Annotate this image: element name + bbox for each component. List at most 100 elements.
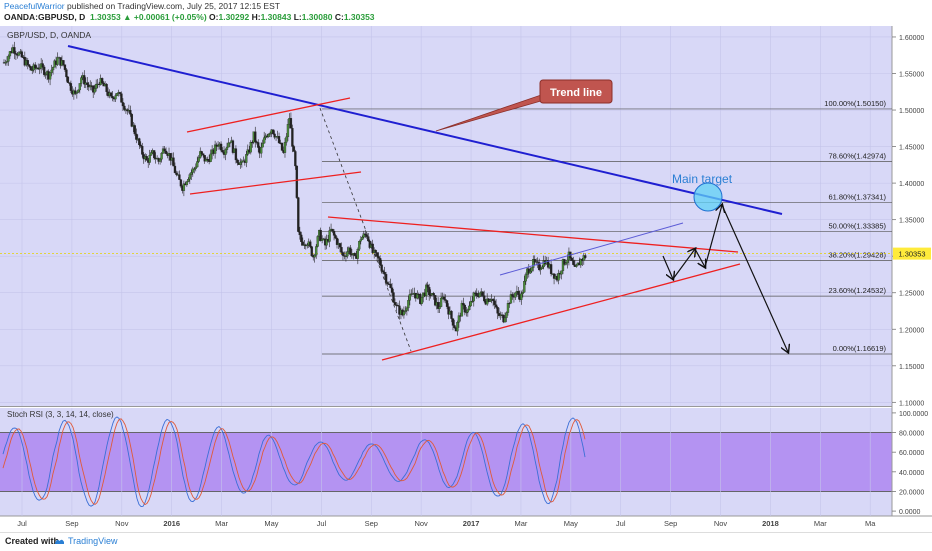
candle-body [465,312,468,314]
candle-body [120,93,123,103]
tradingview-brand[interactable]: TradingView [68,536,118,546]
candle-body [78,83,81,91]
candle-body [80,77,83,84]
main-target-circle[interactable] [693,182,723,212]
candle-body [527,268,530,274]
candle-body [77,89,80,93]
open-label: O: [209,12,219,22]
candle-body [297,197,300,232]
candle-body [294,151,297,167]
time-tick-label: Ma [865,519,876,528]
close-label: C: [334,12,344,22]
candle-body [442,296,446,300]
projection-arrow-5 [721,204,788,352]
candle-body [38,68,41,70]
fib-level-label: 0.00%(1.16619) [833,344,887,353]
candle-body [93,88,96,93]
candle-body [251,141,254,144]
candle-body [285,136,288,143]
candle-body [563,259,566,265]
price-tick-label: 1.40000 [899,181,924,188]
triangle-lower-red-line[interactable] [381,263,741,361]
candle-body [575,264,578,267]
candle-body [494,304,498,308]
candle-body [179,179,183,187]
candle-body [451,318,455,326]
candle-body [254,131,257,142]
candle-body [457,315,461,323]
candle-body [350,254,354,256]
candle-body [468,305,471,311]
projection-arrow-1 [662,255,673,279]
candle-body [234,148,238,161]
price-chart-svg[interactable]: 100.00%(1.50150) 78.60%(1.42974) 61.80%(1.… [0,26,932,532]
candle-body [190,172,193,175]
candle-body [310,246,313,256]
stoch-tick-label: 20.0000 [899,489,924,496]
candle-body [338,243,342,248]
candle-body [426,284,429,288]
candle-body [268,132,272,135]
candle-body [182,183,186,191]
candle-body [439,298,443,307]
candle-body [28,64,31,67]
candle-body [62,60,65,65]
candle-body [227,142,230,148]
candle-body [541,266,544,269]
last-price: 1.30353 [89,12,121,22]
chart-area[interactable]: 100.00%(1.50150) 78.60%(1.42974) 61.80%(1.… [0,26,932,532]
candle-body [404,310,407,312]
time-axis: Jul Sep Nov 2016 Mar May Jul Sep Nov 2017 Mar May Ju… [17,519,876,528]
thin-blue-channel-line[interactable] [499,222,684,276]
candle-body [405,307,409,311]
price-tick-label: 1.55000 [899,72,924,79]
candle-body [141,146,144,155]
candle-body [407,300,410,309]
candle-body [240,160,244,163]
candle-body [533,259,536,263]
tradingview-logo-icon [55,539,64,544]
candle-body [332,230,336,236]
close-value: 1.30353 [343,12,375,22]
channel-lower-red-line[interactable] [189,171,362,195]
stoch-rsi-lines [2,416,586,507]
candle-body [460,302,464,317]
price-tick-label: 1.45000 [899,145,924,152]
candle-body [191,168,194,173]
candle-body [160,153,163,160]
triangle-upper-red-line[interactable] [327,216,739,253]
time-tick-label: Nov [115,519,129,528]
candle-body [129,110,132,115]
candle-body [172,157,175,167]
fib-level-label: 78.60%(1.42974) [828,151,886,160]
candle-body [381,270,385,273]
candle-body [517,291,520,295]
candle-body [261,142,264,148]
candle-body [532,259,535,268]
candle-body [349,247,352,255]
candle-body [69,83,73,91]
candle-body [496,307,499,314]
candle-body [5,61,9,63]
stoch-tick-label: 40.0000 [899,470,924,477]
author-link[interactable]: PeacefulWarrior [4,1,65,11]
time-tick-label: Nov [714,519,728,528]
candle-body [374,249,377,253]
candle-body [456,322,459,332]
candle-body [31,69,34,71]
candle-body [199,151,202,158]
channel-upper-red-line[interactable] [186,97,351,133]
up-arrow-icon: ▲ [123,12,132,22]
candle-body [356,248,359,259]
candle-body [340,247,343,253]
price-tick-label: 1.35000 [899,218,924,225]
candle-body [316,236,319,247]
main-trend-line[interactable] [67,45,783,215]
candle-body [56,57,59,65]
projection-arrow-3 [694,248,705,267]
trend-line-callout-box[interactable] [539,79,613,104]
candle-body [469,301,472,307]
candle-body [75,91,78,94]
time-tick-label: Sep [365,519,378,528]
candle-body [362,233,365,238]
